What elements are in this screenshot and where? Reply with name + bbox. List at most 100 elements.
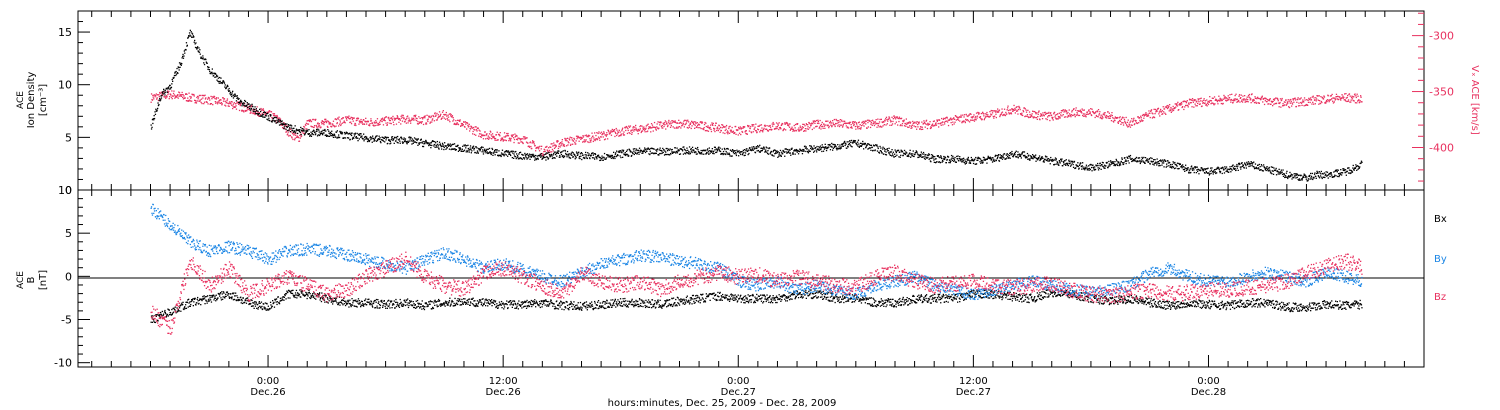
data-point — [1113, 121, 1115, 123]
data-point — [451, 115, 454, 117]
data-point — [642, 152, 644, 154]
data-point — [380, 142, 382, 144]
data-point — [496, 139, 498, 141]
data-point — [1347, 94, 1349, 97]
data-point — [772, 154, 774, 157]
data-point — [808, 122, 810, 124]
data-point — [426, 114, 428, 116]
data-point — [460, 125, 462, 127]
data-point — [670, 125, 672, 127]
data-point — [1247, 101, 1249, 103]
data-point — [789, 152, 791, 154]
data-point — [1356, 93, 1358, 95]
data-point — [247, 108, 249, 110]
data-point — [594, 153, 597, 156]
data-point — [262, 108, 264, 110]
data-point — [203, 62, 205, 64]
data-point — [1210, 103, 1212, 105]
data-point — [873, 123, 875, 125]
data-point — [586, 135, 588, 137]
data-point — [850, 124, 852, 126]
data-point — [1261, 95, 1263, 97]
data-point — [1341, 97, 1343, 99]
data-point — [1034, 116, 1036, 119]
data-point — [964, 121, 966, 124]
data-point — [675, 126, 678, 128]
data-point — [209, 99, 211, 101]
data-point — [552, 154, 554, 156]
data-point — [940, 156, 942, 158]
data-point — [402, 114, 404, 117]
data-point — [257, 114, 259, 116]
data-point — [1250, 98, 1252, 100]
data-point — [224, 100, 226, 102]
data-point — [514, 151, 516, 153]
data-point — [470, 152, 472, 154]
data-point — [528, 146, 531, 148]
data-point — [888, 116, 890, 118]
data-point — [515, 135, 517, 137]
data-point — [203, 95, 205, 97]
data-point — [881, 152, 883, 154]
data-point — [674, 121, 676, 123]
data-point — [1214, 99, 1216, 101]
data-point — [905, 125, 907, 127]
data-point — [207, 98, 209, 100]
data-point — [671, 122, 673, 124]
data-point — [991, 157, 993, 159]
data-point — [917, 156, 919, 159]
data-point — [1096, 110, 1098, 112]
data-point — [865, 146, 867, 148]
data-point — [625, 150, 628, 152]
data-point — [1079, 109, 1082, 111]
data-point — [817, 119, 819, 121]
data-point — [1141, 114, 1144, 117]
data-point — [1038, 111, 1040, 113]
data-point — [1272, 100, 1274, 102]
data-point — [173, 74, 176, 77]
data-point — [905, 151, 907, 153]
data-point — [1082, 109, 1084, 111]
data-point — [1171, 108, 1173, 110]
data-point — [1236, 98, 1238, 100]
data-point — [747, 149, 750, 151]
data-point — [934, 158, 936, 160]
data-point — [204, 98, 207, 100]
data-point — [1302, 99, 1304, 101]
data-point — [633, 130, 635, 132]
data-point — [320, 132, 323, 135]
data-point — [1344, 93, 1346, 95]
data-point — [422, 145, 424, 148]
data-point — [1020, 157, 1022, 159]
data-point — [397, 142, 399, 144]
data-point — [319, 125, 321, 127]
data-point — [813, 145, 815, 147]
data-point — [991, 158, 993, 161]
data-point — [809, 150, 811, 152]
data-point — [1006, 153, 1008, 155]
data-point — [1330, 95, 1332, 97]
data-point — [744, 126, 746, 128]
data-point — [203, 101, 206, 103]
data-point — [299, 134, 301, 136]
data-point — [345, 116, 347, 118]
data-point — [169, 93, 172, 95]
data-point — [1224, 96, 1226, 98]
data-point — [963, 116, 965, 118]
data-point — [219, 76, 221, 79]
data-point — [625, 125, 628, 128]
data-point — [847, 143, 850, 146]
data-point — [553, 151, 556, 153]
data-point — [1079, 110, 1081, 112]
data-point — [777, 156, 779, 158]
data-point — [961, 158, 963, 160]
data-point — [625, 129, 627, 132]
data-point — [1080, 162, 1082, 164]
data-point — [1336, 98, 1338, 100]
data-point — [660, 125, 663, 127]
data-point — [834, 144, 836, 146]
data-point — [1301, 101, 1304, 103]
data-point — [597, 136, 600, 138]
data-point — [327, 135, 329, 137]
data-point — [1097, 116, 1099, 118]
